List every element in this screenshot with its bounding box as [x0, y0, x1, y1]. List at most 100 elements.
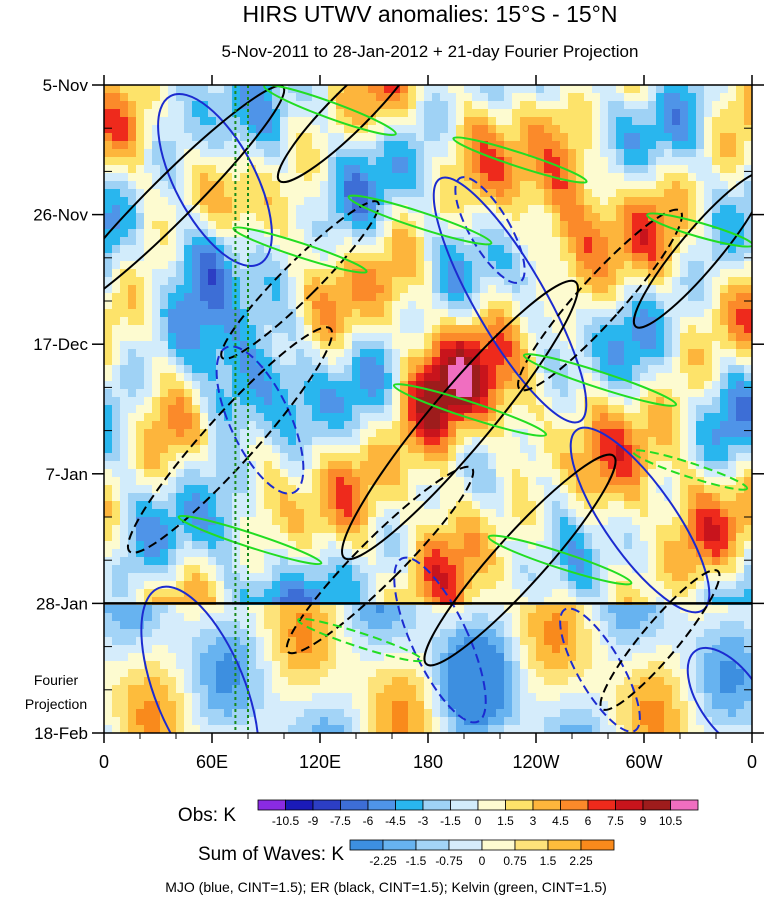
heat-cell: [296, 221, 304, 229]
heat-cell: [360, 421, 368, 429]
heat-cell: [496, 253, 504, 261]
heat-cell: [656, 349, 664, 357]
heat-cell: [616, 381, 624, 389]
heat-cell: [160, 197, 168, 205]
heat-cell: [632, 85, 640, 93]
heat-cell: [680, 341, 688, 349]
heat-cell: [392, 189, 400, 197]
heat-cell: [520, 469, 528, 477]
heat-cell: [224, 133, 232, 141]
heat-cell: [616, 509, 624, 517]
heat-cell: [136, 197, 144, 205]
heat-cell: [136, 293, 144, 301]
heat-cell: [544, 245, 552, 253]
heat-cell: [704, 205, 712, 213]
heat-cell: [168, 149, 176, 157]
heat-cell: [120, 541, 128, 549]
heat-cell: [456, 485, 464, 493]
heat-cell: [368, 93, 376, 101]
heat-cell: [160, 205, 168, 213]
heat-cell: [248, 141, 256, 149]
heat-cell: [184, 341, 192, 349]
heat-cell: [184, 333, 192, 341]
heat-cell: [664, 221, 672, 229]
heat-cell: [352, 541, 360, 549]
heat-cell: [528, 237, 536, 245]
heat-cell: [320, 341, 328, 349]
heat-cell: [712, 109, 720, 117]
heat-cell: [448, 373, 456, 381]
heat-cell: [552, 133, 560, 141]
heat-cell: [424, 197, 432, 205]
heat-cell: [536, 333, 544, 341]
heat-cell: [672, 117, 680, 125]
heat-cell: [320, 405, 328, 413]
heat-cell: [176, 485, 184, 493]
heat-cell: [184, 245, 192, 253]
heat-cell: [104, 565, 112, 573]
heat-cell: [200, 229, 208, 237]
heat-cell: [544, 261, 552, 269]
heat-cell: [504, 565, 512, 573]
heat-cell: [176, 309, 184, 317]
heat-cell: [104, 197, 112, 205]
heat-cell: [720, 213, 728, 221]
heat-cell: [640, 365, 648, 373]
heat-cell: [184, 157, 192, 165]
heat-cell: [432, 285, 440, 293]
heat-cell: [200, 325, 208, 333]
heat-cell: [424, 309, 432, 317]
heat-cell: [592, 165, 600, 173]
heat-cell: [192, 181, 200, 189]
heat-cell: [496, 549, 504, 557]
heat-cell: [536, 533, 544, 541]
heat-cell: [120, 365, 128, 373]
heat-cell: [256, 157, 264, 165]
heat-cell: [168, 477, 176, 485]
heat-cell: [736, 429, 744, 437]
heat-cell: [336, 317, 344, 325]
heat-cell: [712, 549, 720, 557]
heat-cell: [664, 565, 672, 573]
heat-cell: [496, 173, 504, 181]
heat-cell: [696, 437, 704, 445]
heat-cell: [272, 429, 280, 437]
heat-cell: [120, 533, 128, 541]
heat-cell: [720, 197, 728, 205]
heat-cell: [720, 549, 728, 557]
heat-cell: [104, 317, 112, 325]
heat-cell: [376, 93, 384, 101]
heat-cell: [160, 469, 168, 477]
heat-cell: [496, 493, 504, 501]
heat-cell: [480, 101, 488, 109]
heat-cell: [384, 549, 392, 557]
heat-cell: [640, 485, 648, 493]
heat-cell: [240, 173, 248, 181]
heat-cell: [392, 205, 400, 213]
heat-cell: [616, 373, 624, 381]
heat-cell: [640, 445, 648, 453]
heat-cell: [528, 333, 536, 341]
heat-cell: [712, 517, 720, 525]
heat-cell: [344, 485, 352, 493]
heat-cell: [712, 157, 720, 165]
heat-cell: [600, 85, 608, 93]
heat-cell: [392, 493, 400, 501]
heat-cell: [296, 117, 304, 125]
heat-cell: [520, 141, 528, 149]
heat-cell: [360, 317, 368, 325]
heat-cell: [128, 501, 136, 509]
heat-cell: [160, 277, 168, 285]
heat-cell: [432, 293, 440, 301]
heat-cell: [200, 349, 208, 357]
heat-cell: [376, 181, 384, 189]
heat-cell: [112, 517, 120, 525]
heat-cell: [344, 429, 352, 437]
heat-cell: [528, 197, 536, 205]
heat-cell: [376, 333, 384, 341]
heat-cell: [280, 269, 288, 277]
heat-cell: [624, 149, 632, 157]
heat-cell: [352, 469, 360, 477]
heat-cell: [480, 501, 488, 509]
heat-cell: [392, 429, 400, 437]
